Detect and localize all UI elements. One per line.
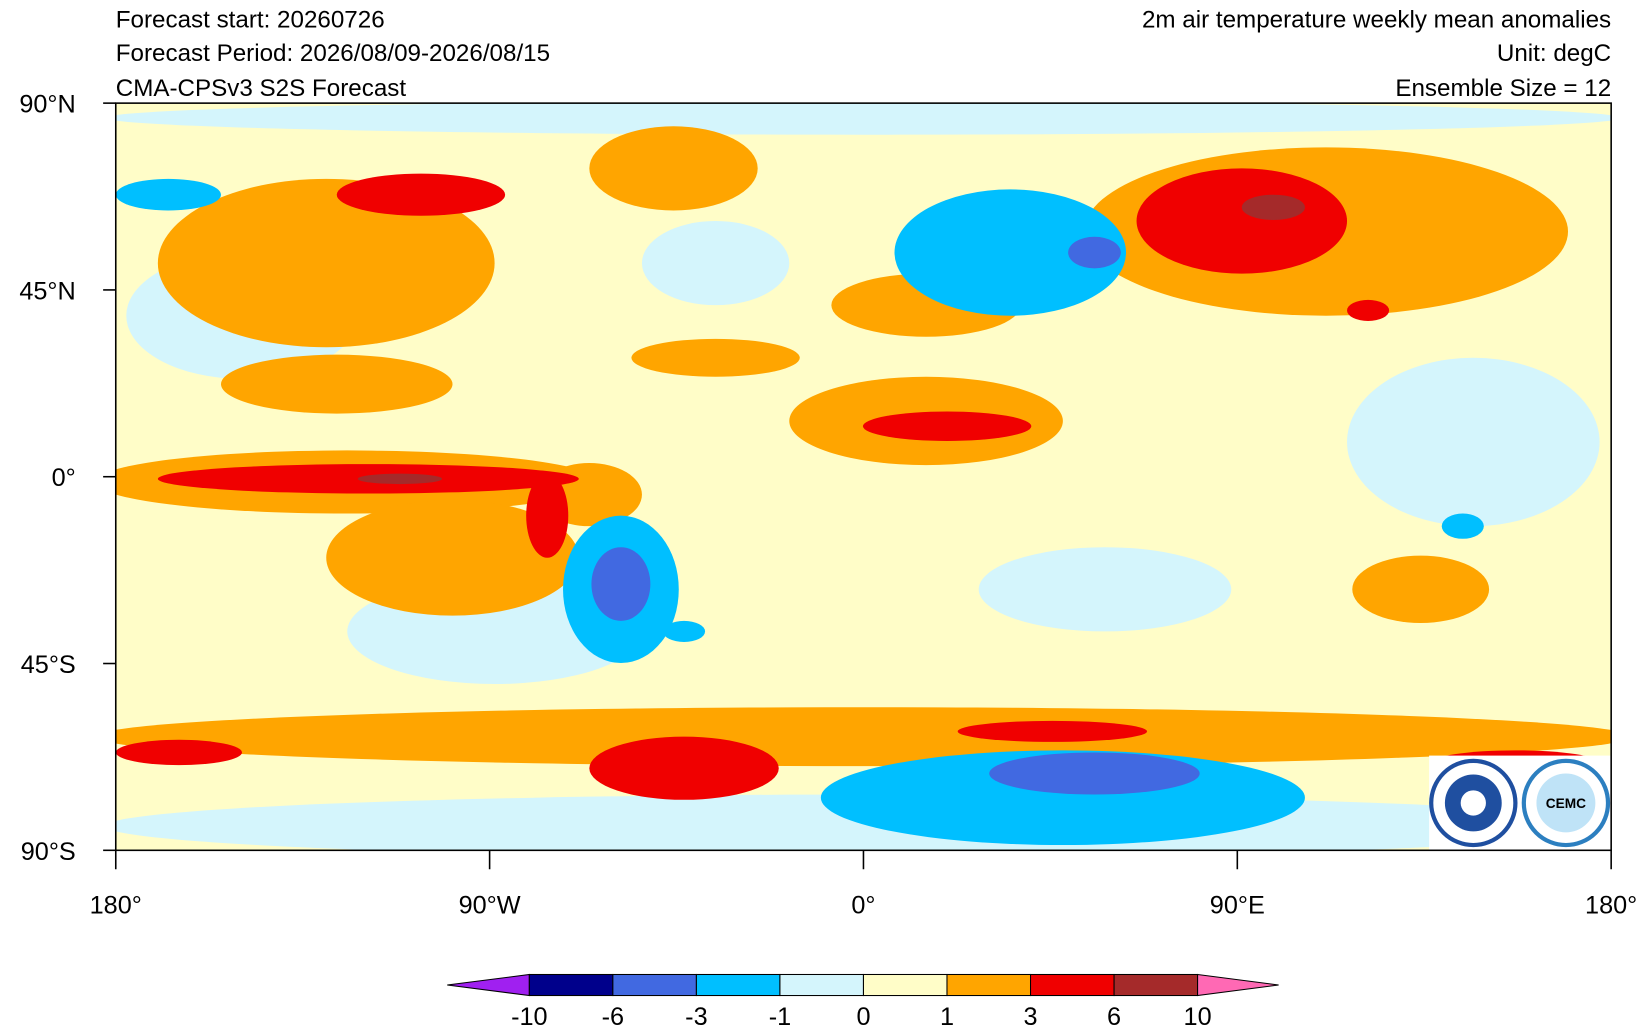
colorbar: -10 -6 -3 -1 0 1 3 6 10 [447, 973, 1279, 1031]
lon-label: 90°W [459, 891, 521, 919]
anomaly-region [862, 411, 1032, 441]
lat-label: 90°N [19, 91, 75, 119]
anomaly-region [1441, 513, 1484, 539]
colorbar-box [695, 973, 781, 997]
colorbar-box [779, 973, 864, 997]
colorbar-arrow [1197, 973, 1279, 997]
anomaly-region [157, 178, 495, 348]
colorbar-box [528, 973, 614, 997]
anomaly-region [357, 473, 442, 485]
header-right: Ensemble Size = 12 [1395, 75, 1611, 102]
lon-label: 90°E [1210, 891, 1265, 919]
anomaly-region [957, 720, 1148, 742]
anomaly-region [1136, 168, 1348, 274]
colorbar-label: 0 [856, 1003, 870, 1031]
header-right: 2m air temperature weekly mean anomalies [1142, 6, 1611, 33]
colorbar-label: -10 [511, 1003, 548, 1031]
lat-label: 45°S [21, 651, 76, 679]
header-left: Forecast start: 20260726 [116, 6, 385, 33]
anomaly-region [115, 103, 1612, 135]
logo-text: CEMC [1546, 796, 1586, 811]
colorbar-box [1113, 973, 1199, 997]
lat-label: 45°N [19, 277, 75, 305]
lat-label: 90°S [21, 838, 76, 866]
anomaly-region [978, 547, 1232, 632]
colorbar-label: 3 [1024, 1003, 1038, 1031]
colorbar-label: -6 [602, 1003, 624, 1031]
header-left: CMA-CPSv3 S2S Forecast [116, 75, 407, 102]
anomaly-region [589, 126, 758, 211]
anomaly-region [115, 178, 221, 211]
colorbar-label: 10 [1184, 1003, 1212, 1031]
anomaly-region [1068, 236, 1121, 269]
colorbar-box [862, 973, 948, 997]
anomaly-region [989, 752, 1200, 795]
anomaly-region [220, 354, 453, 414]
map-field [115, 103, 1612, 851]
colorbar-box [612, 973, 697, 997]
colorbar-label: 1 [940, 1003, 954, 1031]
axes: 90°N 45°N 0° 45°S 90°S 180° 90°W 0° 90°E 180° [19, 91, 1637, 920]
anomaly-region [115, 707, 1612, 767]
anomaly-region [894, 189, 1127, 316]
colorbar-label: -1 [769, 1003, 791, 1031]
logo: CEMC [1429, 755, 1612, 851]
anomaly-region [326, 499, 579, 616]
colorbar-box [1030, 973, 1115, 997]
anomaly-region [662, 620, 706, 642]
colorbar-label: -3 [685, 1003, 707, 1031]
colorbar-label: 6 [1107, 1003, 1121, 1031]
header-right: Unit: degC [1497, 40, 1611, 67]
anomaly-region [526, 473, 569, 558]
colorbar-box [946, 973, 1032, 997]
lon-label: 180° [1585, 891, 1637, 919]
anomaly-region [115, 739, 243, 766]
anomaly-region [641, 220, 790, 306]
anomaly-region [336, 173, 506, 216]
lat-label: 0° [52, 464, 76, 492]
anomaly-region [1347, 357, 1600, 527]
anomaly-region [631, 338, 800, 377]
anomaly-region [1241, 194, 1305, 220]
anomaly-region [589, 736, 779, 800]
lon-label: 0° [851, 891, 875, 919]
anomaly-region [591, 547, 651, 621]
colorbar-arrow [447, 973, 530, 997]
anomaly-region [1347, 299, 1390, 321]
anomaly-region [1352, 555, 1490, 623]
header-left: Forecast Period: 2026/08/09-2026/08/15 [116, 40, 550, 67]
lon-label: 180° [90, 891, 142, 919]
